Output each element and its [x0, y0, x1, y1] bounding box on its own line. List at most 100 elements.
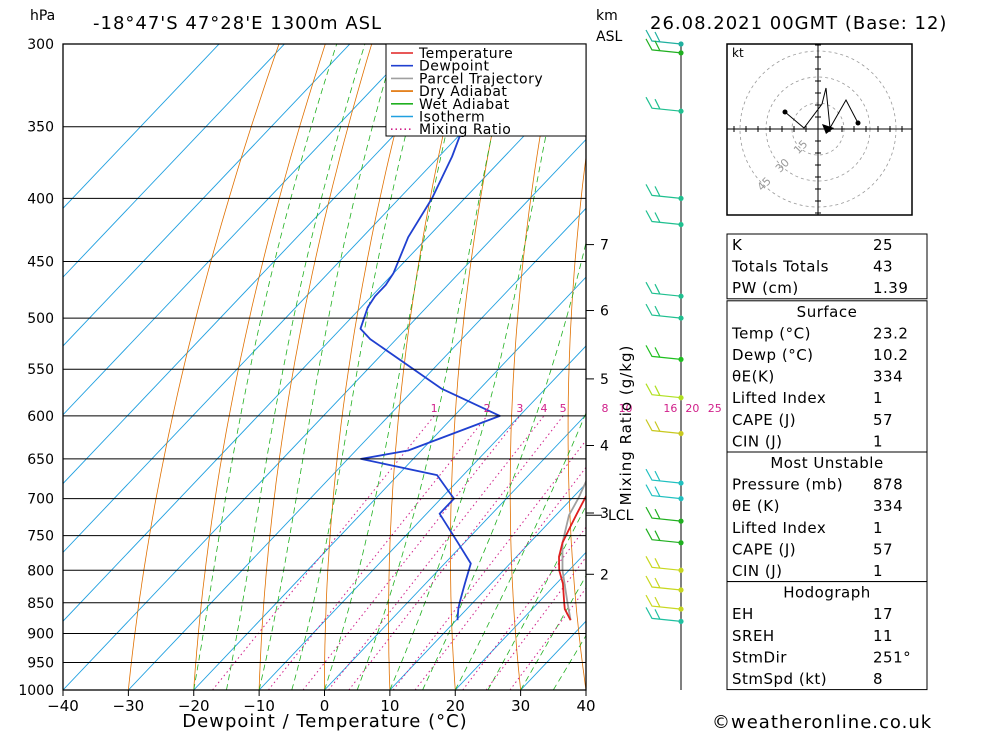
mixing-ratio-line [328, 415, 545, 690]
dry-adiabat-line [928, 7, 1000, 690]
legend-entry-label: Isotherm [419, 110, 485, 126]
legend-entry-label: Mixing Ratio [419, 122, 511, 138]
wind-barb [645, 506, 682, 522]
table-row-label: CIN (J) [732, 562, 783, 580]
wind-barb [645, 210, 682, 226]
height-tick-label: 5 [600, 372, 609, 388]
isotherm-line [128, 207, 586, 690]
isotherm-line [258, 345, 586, 690]
table-row-label: CAPE (J) [732, 540, 796, 558]
storm-motion-marker [822, 124, 834, 134]
axis-labels: 3003504004505005506006507007508008509009… [18, 37, 595, 715]
table-row-label: Lifted Index [732, 519, 826, 537]
table-row-value: 8 [873, 670, 883, 688]
mixing-ratio-label: 3 [516, 402, 523, 415]
pressure-tick-label: 450 [27, 255, 54, 271]
x-tick-label: −40 [47, 697, 79, 715]
table-row-label: PW (cm) [732, 279, 799, 297]
x-tick-label: −10 [243, 697, 275, 715]
mixing-ratio-line [509, 587, 586, 690]
isotherm-line [63, 138, 586, 690]
x-axis-title: Dewpoint / Temperature (°C) [182, 711, 467, 732]
wind-barb [645, 383, 682, 399]
table-row-value: 25 [873, 236, 893, 254]
plot-frame [62, 43, 587, 691]
wind-barb [645, 303, 682, 319]
hodograph_table-box [726, 581, 928, 691]
height-axis: 7 6 5 4 3 2 LCL [586, 238, 634, 583]
table-row-value: 43 [873, 258, 893, 276]
wind-barb [645, 96, 682, 112]
location-title: -18°47'S 47°28'E 1300m ASL [93, 13, 382, 34]
pressure-tick-label: 400 [27, 191, 54, 207]
wet-adiabat-line [422, 240, 586, 690]
legend-entry-label: Parcel Trajectory [419, 71, 543, 87]
wind-station-dot [678, 221, 684, 228]
table-row-value: 334 [873, 497, 903, 515]
table-row-label: Totals Totals [731, 258, 829, 276]
table-row-value: 1 [873, 432, 883, 450]
pressure-tick-label: 600 [27, 409, 54, 425]
wind-station-dot [678, 587, 684, 593]
x-tick-label: 30 [511, 697, 530, 715]
pressure-tick-label: 300 [27, 37, 54, 53]
wet-adiabat-line [454, 412, 586, 690]
table-row-label: CIN (J) [732, 432, 783, 450]
table-row-value: 251° [873, 648, 911, 666]
hodograph-start-dot [782, 109, 788, 115]
height-tick-label: 2 [600, 567, 609, 583]
hodograph-trace [784, 87, 859, 130]
mixing-ratio-line [212, 415, 435, 690]
indices_table-box [726, 233, 928, 300]
table-row-label: CAPE (J) [732, 411, 796, 429]
mixing-ratio-label: 16 [663, 402, 677, 415]
credit: ©weatheronline.co.uk [712, 712, 932, 733]
pressure-tick-label: 500 [27, 311, 54, 327]
x-tick-label: 40 [576, 697, 595, 715]
mixing-ratio-line [462, 526, 586, 690]
table-row-value: 1 [873, 519, 883, 537]
legend-entry-label: Temperature [418, 46, 513, 62]
pressure-tick-label: 350 [27, 120, 54, 136]
wind-station-dot [678, 395, 684, 401]
height-tick-label: 6 [600, 304, 609, 320]
mixing-ratio-line [348, 415, 564, 690]
legend-box [385, 43, 587, 137]
table-row-label: EH [732, 605, 754, 623]
wind-station-dot [678, 540, 684, 546]
table-row-value: 11 [873, 627, 893, 645]
mixing-ratio-axis-title: Mixing Ratio (g/kg) [617, 345, 635, 506]
mixing-ratio-label: 1 [431, 402, 438, 415]
table-row-value: 17 [873, 605, 893, 623]
stability-tables: K 25 Totals Totals 43 PW (cm) 1.39 Surface Temp… [726, 233, 928, 691]
x-tick-label: 0 [320, 697, 330, 715]
mixing-ratio-label: 8 [601, 402, 608, 415]
mixing-ratio-label: 5 [560, 402, 567, 415]
table-row-value: 23.2 [873, 324, 908, 342]
wind-barb [645, 484, 682, 500]
unstable_table-box [726, 451, 928, 583]
surface_table-title: Surface [797, 303, 858, 321]
wind-barb [645, 281, 682, 297]
table-row-label: K [732, 236, 743, 254]
table-row-label: StmDir [732, 648, 787, 666]
pressure-tick-label: 750 [27, 529, 54, 545]
height-tick-label: 7 [600, 238, 609, 254]
hodograph_table-title: Hodograph [783, 584, 871, 602]
lcl-label: LCL [608, 508, 634, 524]
table-row-label: StmSpd (kt) [732, 670, 827, 688]
legend-entry-label: Wet Adiabat [419, 97, 510, 113]
x-tick-label: −30 [113, 697, 145, 715]
table-row-label: Temp (°C) [731, 324, 811, 342]
pressure-tick-label: 950 [27, 655, 54, 671]
table-row-label: θE(K) [732, 368, 775, 386]
mixing-ratio-label: 10 [619, 402, 633, 415]
table-row-label: θE (K) [732, 497, 780, 515]
wet-adiabat-line [193, 44, 338, 690]
wind-barb [645, 38, 682, 54]
wind-barb [645, 575, 682, 591]
height-tick-label: 3 [600, 506, 609, 522]
wet-adiabat-line [226, 44, 366, 690]
table-row-value: 878 [873, 476, 903, 494]
